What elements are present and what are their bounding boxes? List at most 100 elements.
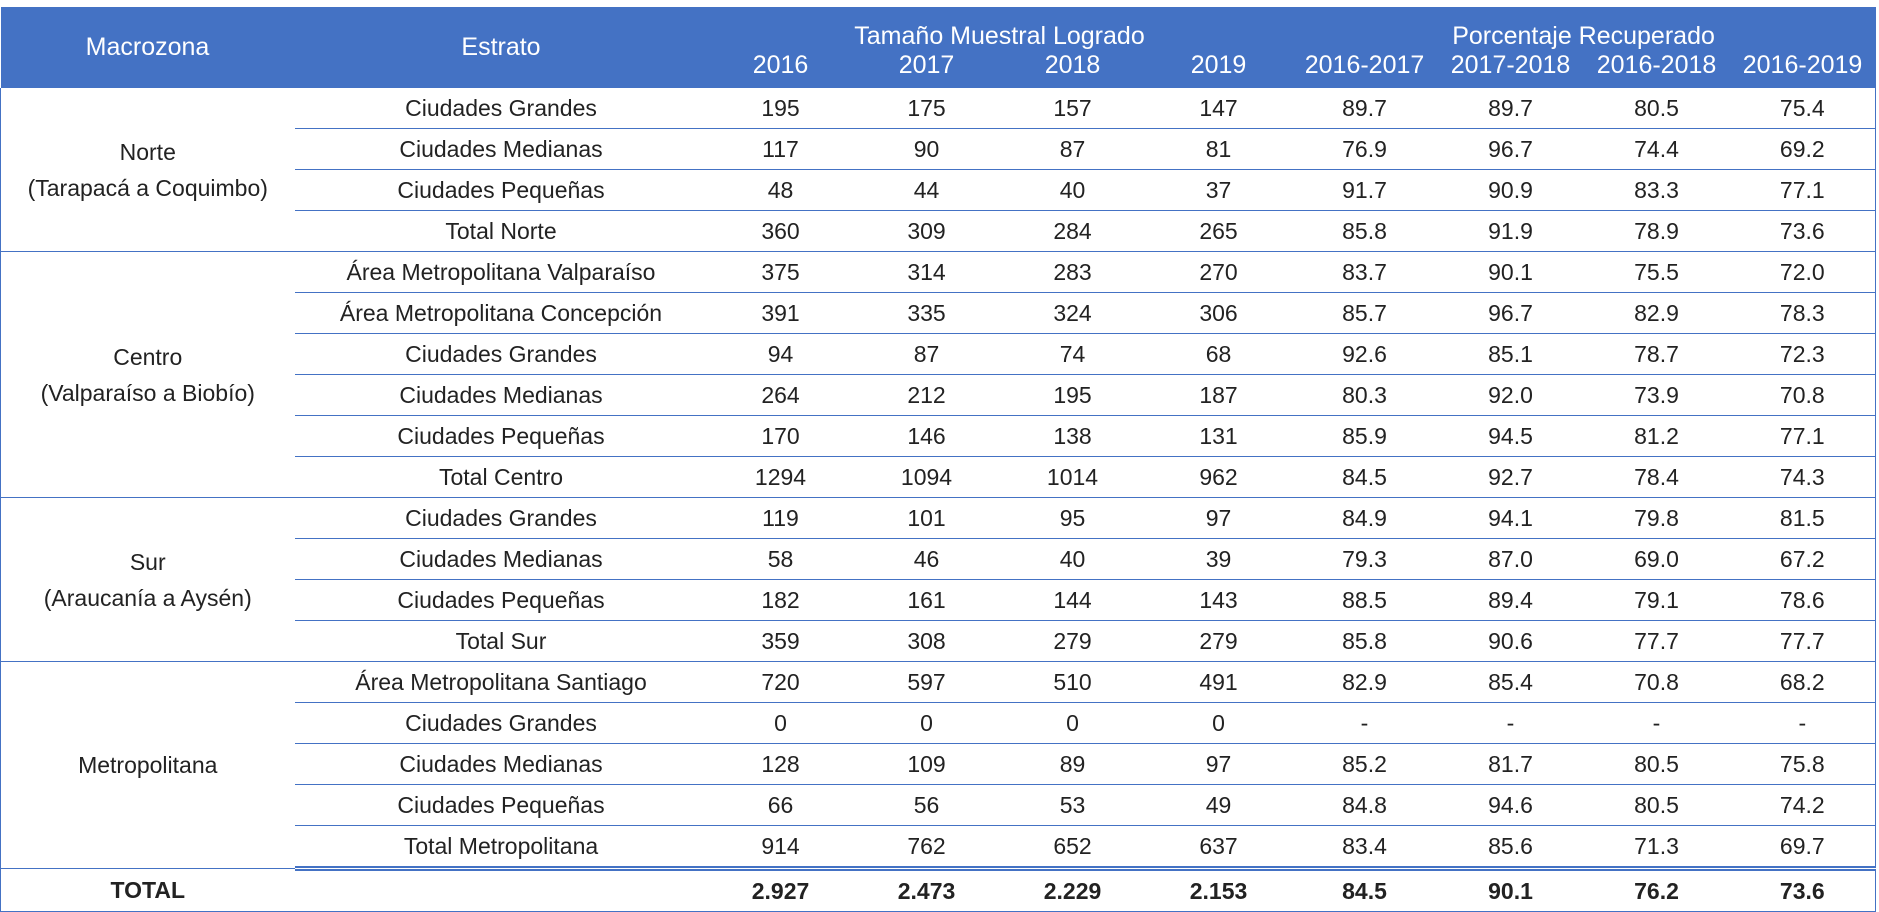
table-row: Ciudades Medianas 58 46 40 39 79.3 87.0 69.0 67.…	[1, 538, 1877, 580]
total-empty-cell	[294, 868, 708, 912]
header-group-sample: Tamaño Muestral Logrado	[707, 7, 1292, 51]
header-year: 2019	[1145, 51, 1292, 88]
header-period: 2016-2017	[1291, 51, 1438, 88]
percent-cell: 77.7	[1729, 620, 1877, 662]
percent-cell: 85.7	[1291, 292, 1438, 334]
estrato-cell: Total Metropolitana	[294, 825, 708, 871]
header-macrozona: Macrozona	[0, 7, 295, 88]
table-row: Sur (Araucanía a Aysén) Ciudades Grandes 11…	[0, 497, 1877, 662]
macrozona-name: Centro	[113, 343, 183, 370]
estrato-cell: Ciudades Pequeñas	[294, 784, 708, 826]
percent-cell: 69.0	[1583, 538, 1730, 580]
table-header: Macrozona Estrato Tamaño Muestral Lograd…	[0, 7, 1876, 88]
sample-size-cell: 284	[999, 210, 1146, 252]
total-value-cell: 76.2	[1583, 868, 1730, 912]
sample-size-cell: 637	[1145, 825, 1292, 871]
estrato-cell: Área Metropolitana Concepción	[294, 292, 708, 334]
macrozona-cell: Metropolitana	[0, 661, 295, 869]
percent-cell: 85.1	[1437, 333, 1584, 375]
sample-size-cell: 146	[853, 415, 1000, 457]
total-value-cell: 2.927	[707, 868, 854, 912]
header-period: 2016-2018	[1583, 51, 1730, 88]
macrozona-name: Norte	[119, 138, 176, 165]
percent-cell: 92.7	[1437, 456, 1584, 498]
percent-cell: 85.8	[1291, 620, 1438, 662]
sample-size-cell: 264	[707, 374, 854, 416]
sample-size-cell: 265	[1145, 210, 1292, 252]
total-value-cell: 2.153	[1145, 868, 1292, 912]
percent-cell: 75.4	[1729, 88, 1877, 129]
percent-cell: 70.8	[1729, 374, 1877, 416]
sample-size-cell: 279	[999, 620, 1146, 662]
percent-cell: 78.4	[1583, 456, 1730, 498]
table-row: Ciudades Grandes 94 87 74 68 92.6 85.1 78.7 72.3	[1, 333, 1877, 375]
estrato-cell: Ciudades Pequeñas	[294, 579, 708, 621]
sample-size-cell: 48	[707, 169, 854, 211]
sample-size-cell: 187	[1145, 374, 1292, 416]
header-group-pct: Porcentaje Recuperado	[1291, 7, 1876, 51]
sample-size-cell: 144	[999, 579, 1146, 621]
sample-size-cell: 962	[1145, 456, 1292, 498]
sample-size-cell: 1294	[707, 456, 854, 498]
table-row: Ciudades Pequeñas 182 161 144 143 88.5 89.4 79.…	[1, 579, 1877, 621]
sample-size-cell: 360	[707, 210, 854, 252]
sample-size-cell: 0	[1145, 702, 1292, 744]
estrato-cell: Ciudades Medianas	[294, 538, 708, 580]
percent-cell: 72.0	[1729, 251, 1877, 293]
header-year: 2016	[707, 51, 854, 88]
sample-size-cell: 66	[707, 784, 854, 826]
percent-cell: 94.6	[1437, 784, 1584, 826]
sample-size-cell: 391	[707, 292, 854, 334]
sample-size-cell: 0	[853, 702, 1000, 744]
table-row: Ciudades Pequeñas 48 44 40 37 91.7 90.9 83.3 77.…	[1, 169, 1877, 211]
macrozona-cell: Norte (Tarapacá a Coquimbo)	[0, 88, 295, 252]
sample-size-cell: 161	[853, 579, 1000, 621]
sample-size-cell: 74	[999, 333, 1146, 375]
sample-size-cell: 157	[999, 88, 1146, 129]
sample-size-cell: 309	[853, 210, 1000, 252]
macrozona-name: Metropolitana	[78, 752, 218, 778]
percent-cell: 76.9	[1291, 128, 1438, 170]
table-row: Total Metropolitana 914 762 652 637 83.4 85.6 7…	[1, 825, 1877, 871]
sample-size-cell: 308	[853, 620, 1000, 662]
table-row: Área Metropolitana Concepción 391 335 324 30…	[1, 292, 1877, 334]
percent-cell: 78.6	[1729, 579, 1877, 621]
table-row: Ciudades Medianas 128 109 89 97 85.2 81.7 80.5 7…	[1, 743, 1877, 785]
sample-size-cell: 58	[707, 538, 854, 580]
sample-size-cell: 44	[853, 169, 1000, 211]
table-row: Total Norte 360 309 284 265 85.8 91.9 78.9 73.6	[1, 210, 1877, 252]
sample-size-cell: 95	[999, 497, 1146, 539]
table-body: Norte (Tarapacá a Coquimbo) Ciudades Grand…	[0, 88, 1877, 912]
table-row: Ciudades Medianas 264 212 195 187 80.3 92.0 73.…	[1, 374, 1877, 416]
sample-size-cell: 49	[1145, 784, 1292, 826]
percent-cell: 90.1	[1437, 251, 1584, 293]
percent-cell: 80.5	[1583, 88, 1730, 129]
percent-cell: 81.7	[1437, 743, 1584, 785]
percent-cell: 85.2	[1291, 743, 1438, 785]
estrato-cell: Ciudades Medianas	[294, 128, 708, 170]
total-value-cell: 73.6	[1729, 868, 1877, 912]
percent-cell: 75.5	[1583, 251, 1730, 293]
header-period: 2016-2019	[1729, 51, 1876, 88]
percent-cell: 92.0	[1437, 374, 1584, 416]
estrato-cell: Ciudades Grandes	[294, 702, 708, 744]
percent-cell: 96.7	[1437, 128, 1584, 170]
percent-cell: 87.0	[1437, 538, 1584, 580]
percent-cell: 70.8	[1583, 661, 1730, 703]
macrozona-range: (Valparaíso a Biobío)	[40, 379, 255, 406]
sample-size-cell: 97	[1145, 743, 1292, 785]
percent-cell: 78.9	[1583, 210, 1730, 252]
estrato-cell: Total Norte	[294, 210, 708, 252]
percent-cell: 77.1	[1729, 169, 1877, 211]
total-value-cell: 90.1	[1437, 868, 1584, 912]
sample-size-cell: 720	[707, 661, 854, 703]
sample-size-cell: 652	[999, 825, 1146, 871]
total-value-cell: 2.229	[999, 868, 1146, 912]
sample-size-cell: 87	[853, 333, 1000, 375]
percent-cell: 96.7	[1437, 292, 1584, 334]
percent-cell: 90.9	[1437, 169, 1584, 211]
sample-size-cell: 491	[1145, 661, 1292, 703]
sample-size-cell: 37	[1145, 169, 1292, 211]
sample-size-cell: 212	[853, 374, 1000, 416]
sample-size-cell: 914	[707, 825, 854, 871]
